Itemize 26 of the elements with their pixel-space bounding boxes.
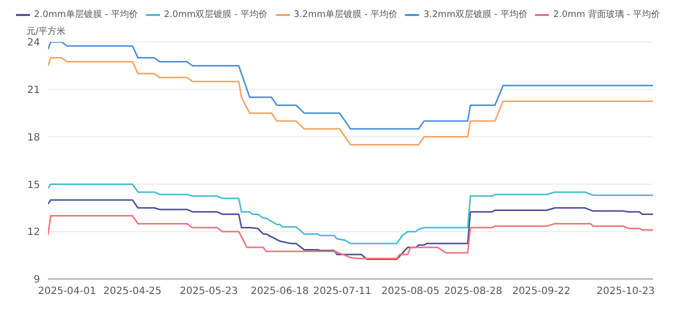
y-tick-label: 21 [27,84,40,96]
line-series [48,183,653,244]
x-tick-label: 2025-09-22 [512,286,570,298]
x-tick-label: 2025-04-25 [103,286,162,298]
y-tick-label: 18 [27,132,40,144]
x-tick-label: 2025-10-23 [596,286,655,298]
y-axis-title: 元/平方米 [26,26,66,37]
x-tick-label: 2025-06-18 [250,286,309,298]
line-series [48,199,653,260]
x-tick-label: 2025-08-28 [444,286,502,298]
line-series [48,42,653,130]
line-series [48,57,653,146]
line-series [48,215,653,260]
legend-label: 2.0mm双层镀膜 - 平均价 [164,8,268,21]
legend-label: 2.0mm单层镀膜 - 平均价 [34,8,138,21]
x-tick-label: 2025-07-11 [313,286,372,298]
x-tick-label: 2025-08-05 [381,286,440,298]
y-tick-label: 24 [27,38,40,49]
x-tick-label: 2025-05-23 [180,286,238,298]
legend-label: 2.0mm 背面玻璃 - 平均价 [553,8,660,21]
y-tick-label: 15 [27,180,40,191]
legend-label: 3.2mm双层镀膜 - 平均价 [423,8,528,21]
y-tick-label: 9 [34,274,40,286]
x-tick-label: 2025-04-01 [38,286,96,298]
y-tick-label: 12 [27,227,40,238]
legend-label: 3.2mm单层镀膜 - 平均价 [294,8,398,21]
